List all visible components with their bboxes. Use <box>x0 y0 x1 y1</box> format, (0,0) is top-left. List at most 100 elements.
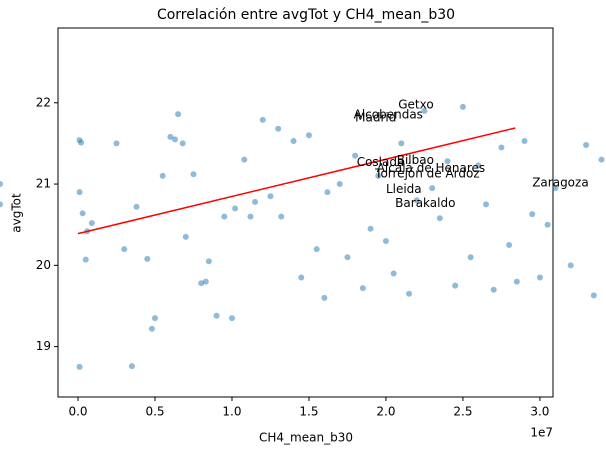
point <box>247 213 254 220</box>
point <box>567 262 574 269</box>
point <box>179 140 186 147</box>
point <box>375 172 382 179</box>
point <box>144 255 151 262</box>
point <box>429 185 436 192</box>
point <box>444 158 451 165</box>
point <box>521 137 528 144</box>
point <box>290 137 297 144</box>
point <box>151 315 158 322</box>
point <box>324 189 331 196</box>
point <box>167 133 174 140</box>
point <box>113 140 120 147</box>
fit-line <box>77 127 516 235</box>
point <box>344 254 351 261</box>
point <box>398 140 405 147</box>
point <box>513 278 520 285</box>
annotation: Coslada <box>357 155 405 169</box>
annotation: Bilbao <box>397 153 434 167</box>
x-tick-label: 2.0 <box>376 405 395 419</box>
point <box>78 139 85 146</box>
x-tick-label: 0.5 <box>145 405 164 419</box>
point <box>467 254 474 261</box>
annotation: Alcobendas <box>354 107 423 121</box>
point <box>82 256 89 263</box>
y-tick-label: 19 <box>36 339 51 353</box>
point <box>452 282 459 289</box>
point <box>79 210 86 217</box>
point <box>544 221 551 228</box>
point <box>436 215 443 222</box>
point <box>305 132 312 139</box>
point <box>221 213 228 220</box>
point <box>498 144 505 151</box>
y-tick-label: 21 <box>36 177 51 191</box>
point <box>359 285 366 292</box>
point <box>259 116 266 123</box>
annotation: Madrid <box>355 111 396 125</box>
point <box>88 220 95 227</box>
point <box>529 211 536 218</box>
plot-frame <box>57 27 554 398</box>
point <box>0 181 3 188</box>
point <box>336 181 343 188</box>
annotation: Torrejón de Ardoz <box>374 167 480 181</box>
point <box>76 189 83 196</box>
point <box>213 312 220 319</box>
point <box>275 125 282 132</box>
point <box>228 315 235 322</box>
x-tick-label: 1.5 <box>299 405 318 419</box>
point <box>490 286 497 293</box>
chart-title: Correlación entre avgTot y CH4_mean_b30 <box>157 7 455 23</box>
point <box>133 203 140 210</box>
point <box>202 278 209 285</box>
point <box>128 363 135 370</box>
point <box>313 246 320 253</box>
point <box>483 201 490 208</box>
y-axis-label: avgTot <box>10 193 24 233</box>
point <box>198 280 205 287</box>
point <box>121 246 128 253</box>
point <box>367 225 374 232</box>
point <box>590 292 597 299</box>
point <box>205 258 212 265</box>
x-tick-label: 0.0 <box>68 405 87 419</box>
point <box>382 237 389 244</box>
y-tick-label: 20 <box>36 258 51 272</box>
point <box>175 111 182 118</box>
annotation: Barakaldo <box>395 196 455 210</box>
x-tick-label: 3.0 <box>530 405 549 419</box>
point <box>406 290 413 297</box>
annotation: Lleida <box>386 182 422 196</box>
point <box>267 193 274 200</box>
point <box>278 213 285 220</box>
point <box>598 156 605 163</box>
point <box>182 233 189 240</box>
point <box>583 142 590 149</box>
point <box>459 103 466 110</box>
point <box>352 152 359 159</box>
point <box>190 171 197 178</box>
point <box>536 274 543 281</box>
point <box>232 205 239 212</box>
point <box>0 201 3 208</box>
x-offset-label: 1e7 <box>530 426 553 440</box>
point <box>241 156 248 163</box>
point <box>390 270 397 277</box>
annotation: Getxo <box>398 98 433 112</box>
point <box>413 197 420 204</box>
x-axis-label: CH4_mean_b30 <box>259 431 353 445</box>
point <box>148 325 155 332</box>
annotation: Zaragoza <box>532 176 588 190</box>
point <box>552 185 559 192</box>
x-tick-label: 2.5 <box>453 405 472 419</box>
point <box>475 162 482 169</box>
point <box>159 172 166 179</box>
point <box>298 274 305 281</box>
point <box>252 198 259 205</box>
x-tick-label: 1.0 <box>222 405 241 419</box>
point <box>321 294 328 301</box>
point <box>172 136 179 143</box>
point <box>506 242 513 249</box>
point <box>76 363 83 370</box>
